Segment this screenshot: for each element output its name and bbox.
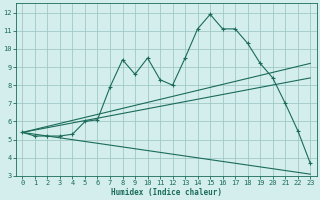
X-axis label: Humidex (Indice chaleur): Humidex (Indice chaleur) [111,188,222,197]
